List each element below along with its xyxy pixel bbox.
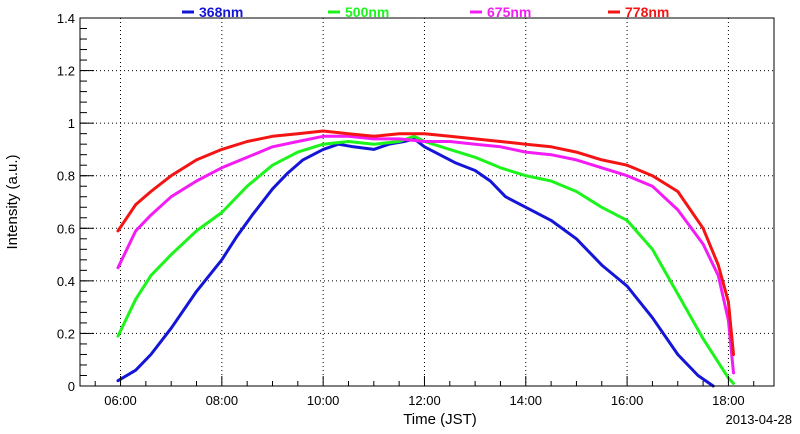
y-tick-label: 1.4 bbox=[57, 11, 75, 26]
y-tick-label: 1 bbox=[68, 116, 75, 131]
y-tick-label: 0.2 bbox=[57, 326, 75, 341]
x-tick-label: 18:00 bbox=[712, 393, 745, 408]
x-tick-label: 08:00 bbox=[206, 393, 239, 408]
x-tick-label: 16:00 bbox=[611, 393, 644, 408]
y-axis-title: Intensity (a.u.) bbox=[4, 154, 21, 249]
date-label: 2013-04-28 bbox=[726, 412, 793, 427]
y-tick-label: 0.6 bbox=[57, 221, 75, 236]
grid bbox=[80, 18, 774, 386]
y-tick-label: 0.8 bbox=[57, 169, 75, 184]
legend: 368nm 500nm 675nm 778nm bbox=[182, 4, 669, 20]
x-axis-title: Time (JST) bbox=[403, 411, 477, 428]
legend-label: 368nm bbox=[199, 4, 243, 20]
legend-label: 675nm bbox=[487, 4, 531, 20]
legend-label: 778nm bbox=[625, 4, 669, 20]
x-tick-label: 12:00 bbox=[408, 393, 441, 408]
legend-label: 500nm bbox=[345, 4, 389, 20]
y-tick-label: 1.2 bbox=[57, 64, 75, 79]
x-tick-label: 10:00 bbox=[307, 393, 340, 408]
series-lines bbox=[116, 129, 735, 388]
series-line-675nm bbox=[116, 134, 735, 375]
series-line-778nm bbox=[116, 129, 735, 356]
x-tick-label: 06:00 bbox=[104, 393, 137, 408]
y-tick-label: 0.4 bbox=[57, 274, 75, 289]
series-line-500nm bbox=[116, 134, 735, 385]
y-tick-label: 0 bbox=[68, 379, 75, 394]
x-tick-label: 14:00 bbox=[510, 393, 543, 408]
series-line-368nm bbox=[116, 137, 715, 388]
plot-frame bbox=[79, 17, 775, 387]
axis-ticks: 06:00 08:00 10:00 12:00 14:00 16:00 18:00 0 0.2 0… bbox=[57, 11, 755, 408]
